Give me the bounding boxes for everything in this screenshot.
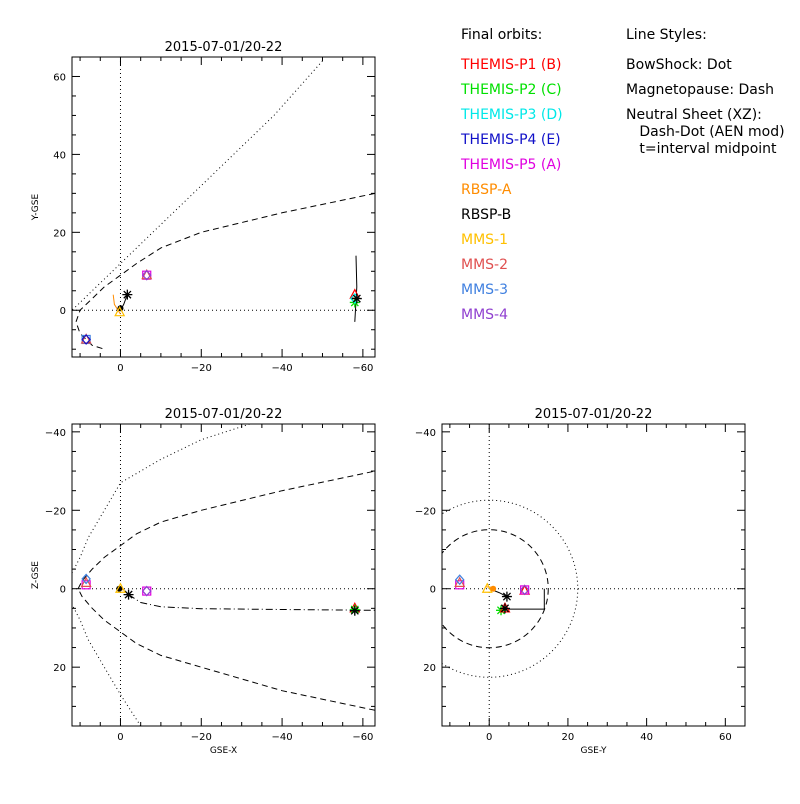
plot-title: 2015-07-01/20-22 xyxy=(535,407,653,422)
triangle-marker xyxy=(114,582,126,593)
star-marker xyxy=(501,591,512,602)
plot-2: 2015-07-01/20-22 0 −20 −40 −60 −40 −20 0 20 GSE-X… xyxy=(31,407,376,756)
line-style-neutral-sheet-model: Dash-Dot (AEN mod) xyxy=(626,124,785,140)
bow-shock-line xyxy=(72,604,142,726)
x-tick-label: 0 xyxy=(486,732,492,743)
plot-area xyxy=(442,424,745,726)
triangle-marker xyxy=(80,333,92,344)
star-marker xyxy=(123,589,134,600)
line-styles-title: Line Styles: xyxy=(626,27,707,43)
y-tick-label: −40 xyxy=(415,428,436,439)
y-axis-label: Z-GSE xyxy=(31,561,41,589)
y-tick-label: 20 xyxy=(53,663,66,674)
magnetopause-line xyxy=(75,192,375,350)
y-tick-label: 40 xyxy=(53,150,66,161)
legend-item-themis-p4: THEMIS-P4 (E) xyxy=(461,132,561,148)
star-marker xyxy=(351,293,362,304)
y-tick-label: 20 xyxy=(423,663,436,674)
dot-marker xyxy=(116,585,123,592)
line-style-magnetopause: Magnetopause: Dash xyxy=(626,82,775,98)
neutral-sheet-line xyxy=(128,594,375,611)
y-tick-label: 0 xyxy=(430,585,436,596)
orbit-track xyxy=(112,294,121,315)
plot-title: 2015-07-01/20-22 xyxy=(165,40,283,55)
line-style-neutral-sheet-time: t=interval midpoint xyxy=(626,141,777,157)
bow-shock-line xyxy=(72,424,250,574)
x-tick-label: 20 xyxy=(562,732,575,743)
y-tick-label: −20 xyxy=(415,506,436,517)
legend-item-themis-p5: THEMIS-P5 (A) xyxy=(461,157,562,173)
x-tick-label: −60 xyxy=(352,363,373,374)
star-marker xyxy=(349,605,360,616)
star-marker xyxy=(499,603,510,614)
y-axis-label: Y-GSE xyxy=(31,194,41,222)
square-marker xyxy=(142,586,152,596)
triangle-marker xyxy=(141,268,153,280)
x-tick-label: 0 xyxy=(117,732,123,743)
plot-frame xyxy=(71,423,376,727)
orbit-track xyxy=(503,588,545,610)
plot-1: 2015-07-01/20-22 0 −20 −40 −60 0 20 40 60 Y-GSE xyxy=(31,40,376,374)
plot-3: 2015-07-01/20-22 0 20 40 60 −40 −20 0 20 GSE-Y xyxy=(415,407,746,756)
plot-title: 2015-07-01/20-22 xyxy=(165,407,283,422)
star-marker xyxy=(122,289,133,300)
triangle-marker xyxy=(481,582,493,593)
x-tick-label: −40 xyxy=(272,363,293,374)
plot-frame xyxy=(441,423,746,727)
diamond-marker xyxy=(141,269,152,281)
legend-item-themis-p2: THEMIS-P2 (C) xyxy=(461,82,562,98)
x-tick-label: 60 xyxy=(719,732,732,743)
legend-item-mms-4: MMS-4 xyxy=(461,307,509,323)
y-tick-label: 0 xyxy=(60,585,66,596)
orbit-track xyxy=(354,255,358,322)
bow-shock-line xyxy=(72,60,323,311)
legend-item-mms-3: MMS-3 xyxy=(461,282,509,298)
x-axis-label: GSE-Y xyxy=(580,746,607,756)
legend-item-mms-2: MMS-2 xyxy=(461,257,509,273)
y-tick-label: −20 xyxy=(45,506,66,517)
y-tick-label: 0 xyxy=(60,306,66,317)
diamond-marker xyxy=(519,584,530,596)
plot-area xyxy=(72,424,375,726)
dot-marker xyxy=(490,585,497,592)
y-tick-label: −40 xyxy=(45,428,66,439)
diamond-marker xyxy=(81,334,91,345)
y-tick-label: 20 xyxy=(53,228,66,239)
x-axis-label: GSE-X xyxy=(210,746,237,756)
bow-shock-circle xyxy=(442,499,579,678)
magnetopause-circle xyxy=(442,529,549,649)
triangle-marker xyxy=(519,584,531,595)
line-style-bowshock: BowShock: Dot xyxy=(626,57,732,73)
plot-area xyxy=(72,57,375,357)
diamond-marker xyxy=(81,573,91,585)
legend-item-rbsp-a: RBSP-A xyxy=(461,182,512,198)
x-tick-label: −60 xyxy=(352,732,373,743)
y-tick-label: 60 xyxy=(53,72,66,83)
x-tick-label: 0 xyxy=(117,363,123,374)
diamond-marker xyxy=(454,574,465,586)
x-tick-label: −40 xyxy=(272,732,293,743)
x-tick-label: −20 xyxy=(191,732,212,743)
line-style-neutral-sheet: Neutral Sheet (XZ): xyxy=(626,107,762,123)
triangle-marker xyxy=(80,576,92,587)
plot-frame xyxy=(71,56,376,358)
x-tick-label: −20 xyxy=(191,363,212,374)
magnetopause-line xyxy=(77,588,375,711)
legend-item-mms-1: MMS-1 xyxy=(461,232,509,248)
x-tick-label: 40 xyxy=(640,732,653,743)
legend-item-themis-p1: THEMIS-P1 (B) xyxy=(461,57,562,73)
orbits-legend-title: Final orbits: xyxy=(461,27,543,43)
diamond-marker xyxy=(141,585,152,597)
legend-item-themis-p3: THEMIS-P3 (D) xyxy=(461,107,563,123)
magnetopause-line xyxy=(77,470,375,589)
triangle-marker xyxy=(114,305,126,317)
legend-item-rbsp-b: RBSP-B xyxy=(461,207,512,223)
